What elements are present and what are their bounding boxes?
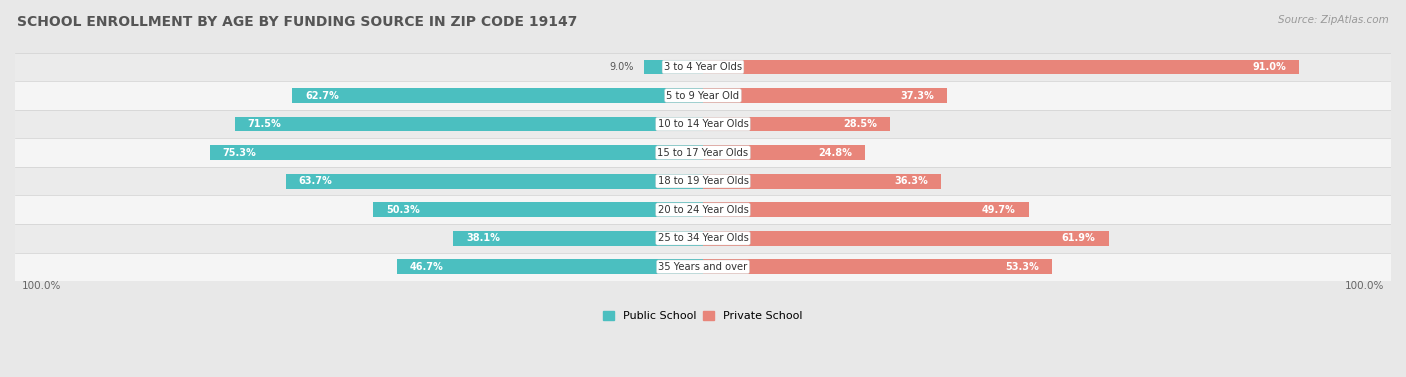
Text: 18 to 19 Year Olds: 18 to 19 Year Olds [658,176,748,186]
Text: 3 to 4 Year Olds: 3 to 4 Year Olds [664,62,742,72]
Bar [703,202,1029,217]
Bar [15,138,1391,167]
Bar [703,116,890,132]
Bar [209,145,703,160]
Bar [703,60,1299,74]
Bar [235,116,703,132]
Text: 28.5%: 28.5% [842,119,876,129]
Text: 9.0%: 9.0% [610,62,634,72]
Bar [644,60,703,74]
Text: 20 to 24 Year Olds: 20 to 24 Year Olds [658,205,748,215]
Text: 36.3%: 36.3% [894,176,928,186]
Text: 71.5%: 71.5% [247,119,281,129]
Text: 100.0%: 100.0% [21,281,60,291]
Bar [15,81,1391,110]
Text: 49.7%: 49.7% [981,205,1015,215]
Text: 75.3%: 75.3% [222,148,256,158]
Legend: Public School, Private School: Public School, Private School [599,307,807,326]
Text: 5 to 9 Year Old: 5 to 9 Year Old [666,90,740,101]
Text: 91.0%: 91.0% [1253,62,1286,72]
Bar [15,167,1391,195]
Bar [15,110,1391,138]
Bar [15,224,1391,253]
Text: 46.7%: 46.7% [411,262,444,272]
Bar [703,259,1052,274]
Text: 37.3%: 37.3% [901,90,935,101]
Bar [453,231,703,246]
Text: 53.3%: 53.3% [1005,262,1039,272]
Text: Source: ZipAtlas.com: Source: ZipAtlas.com [1278,15,1389,25]
Text: 100.0%: 100.0% [1346,281,1385,291]
Bar [396,259,703,274]
Bar [703,174,941,188]
Bar [292,88,703,103]
Bar [703,231,1108,246]
Text: 10 to 14 Year Olds: 10 to 14 Year Olds [658,119,748,129]
Text: 61.9%: 61.9% [1062,233,1095,243]
Bar [15,253,1391,281]
Text: 62.7%: 62.7% [305,90,339,101]
Text: 50.3%: 50.3% [387,205,420,215]
Text: 35 Years and over: 35 Years and over [658,262,748,272]
Bar [703,88,948,103]
Text: SCHOOL ENROLLMENT BY AGE BY FUNDING SOURCE IN ZIP CODE 19147: SCHOOL ENROLLMENT BY AGE BY FUNDING SOUR… [17,15,578,29]
Bar [15,195,1391,224]
Bar [374,202,703,217]
Text: 38.1%: 38.1% [467,233,501,243]
Text: 15 to 17 Year Olds: 15 to 17 Year Olds [658,148,748,158]
Bar [703,145,866,160]
Text: 25 to 34 Year Olds: 25 to 34 Year Olds [658,233,748,243]
Text: 63.7%: 63.7% [298,176,332,186]
Bar [15,53,1391,81]
Bar [285,174,703,188]
Text: 24.8%: 24.8% [818,148,852,158]
